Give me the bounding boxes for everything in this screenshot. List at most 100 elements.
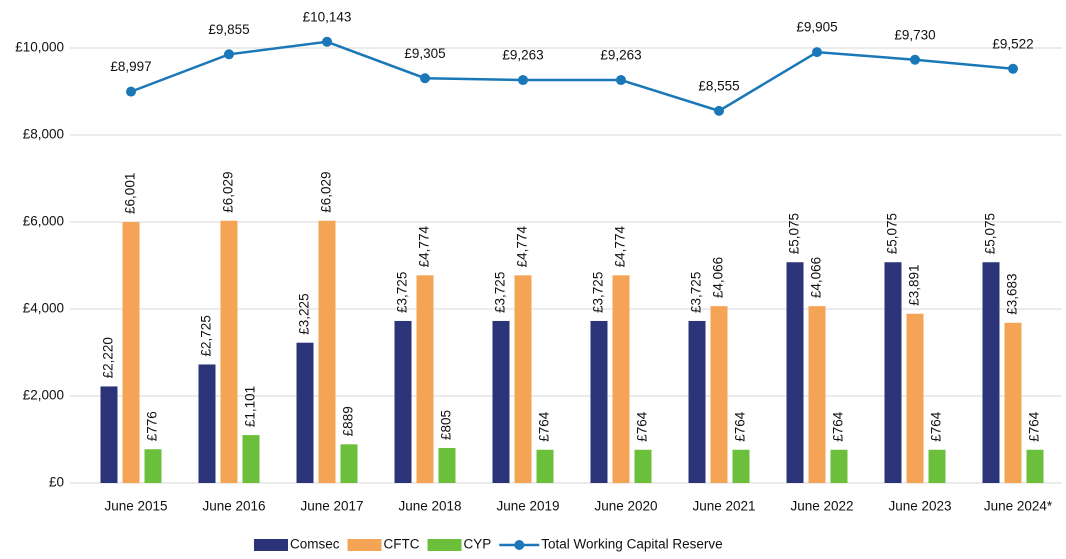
bar xyxy=(536,449,554,483)
bar xyxy=(830,449,848,483)
legend-label: CFTC xyxy=(384,537,420,552)
bar xyxy=(786,262,804,483)
data-label: £3,891 xyxy=(907,264,922,305)
bar xyxy=(394,320,412,483)
line-point xyxy=(1008,63,1018,74)
data-label: £9,263 xyxy=(502,48,543,63)
x-tick-label: June 2019 xyxy=(496,499,559,514)
line-point xyxy=(420,73,430,84)
x-tick-label: June 2023 xyxy=(888,499,951,514)
data-label: £8,997 xyxy=(110,59,151,74)
bar xyxy=(688,320,706,483)
data-label: £1,101 xyxy=(243,386,258,427)
x-tick-label: June 2024* xyxy=(984,499,1053,514)
bar xyxy=(318,220,336,483)
data-label: £4,066 xyxy=(711,257,726,298)
bar xyxy=(492,320,510,483)
bar xyxy=(1026,449,1044,483)
line-point xyxy=(126,86,136,97)
data-label: £4,774 xyxy=(417,226,432,268)
bar xyxy=(884,262,902,483)
bar xyxy=(1004,322,1022,483)
data-label: £764 xyxy=(537,411,552,442)
y-tick-label: £0 xyxy=(49,475,64,490)
data-label: £8,555 xyxy=(698,78,739,93)
data-label: £9,263 xyxy=(600,48,641,63)
data-label: £9,522 xyxy=(992,36,1033,51)
data-label: £764 xyxy=(635,411,650,442)
bar xyxy=(612,275,630,483)
x-tick-label: June 2022 xyxy=(790,499,853,514)
bar xyxy=(100,386,118,483)
line xyxy=(130,40,1014,113)
data-label: £6,001 xyxy=(123,173,138,214)
bar xyxy=(416,275,434,483)
data-label: £9,305 xyxy=(404,46,445,61)
data-label: £5,075 xyxy=(983,213,998,254)
data-label: £2,725 xyxy=(199,315,214,356)
y-tick-label: £4,000 xyxy=(23,301,64,316)
data-label: £6,029 xyxy=(319,171,334,212)
legend-swatch xyxy=(347,539,382,551)
bar xyxy=(982,262,1000,483)
bar xyxy=(438,447,456,483)
data-label: £3,725 xyxy=(395,272,410,313)
bar xyxy=(340,444,358,483)
data-label: £3,225 xyxy=(297,293,312,334)
data-label: £4,774 xyxy=(613,226,628,268)
x-tick-label: June 2018 xyxy=(398,499,461,514)
data-label: £3,725 xyxy=(591,272,606,313)
bar xyxy=(732,449,750,483)
legend-swatch xyxy=(514,540,525,550)
x-tick-label: June 2021 xyxy=(692,499,755,514)
data-label: £2,220 xyxy=(101,337,116,378)
data-label: £805 xyxy=(439,410,454,440)
bar xyxy=(144,449,162,483)
x-tick-label: June 2020 xyxy=(594,499,657,514)
data-label: £3,683 xyxy=(1005,273,1020,314)
bar xyxy=(220,220,238,483)
bar xyxy=(808,306,826,483)
line-point xyxy=(910,54,920,65)
y-tick-label: £8,000 xyxy=(23,127,64,142)
bar xyxy=(514,275,532,483)
line-point xyxy=(518,75,528,86)
data-label: £764 xyxy=(733,411,748,442)
line-point xyxy=(812,47,822,58)
bar xyxy=(710,306,728,483)
x-tick-label: June 2015 xyxy=(104,499,167,514)
line-point xyxy=(616,75,626,86)
data-label: £5,075 xyxy=(787,213,802,254)
legend-label: Comsec xyxy=(290,537,340,552)
data-label: £10,143 xyxy=(303,9,352,24)
y-tick-label: £2,000 xyxy=(23,388,64,403)
line-point xyxy=(714,105,724,116)
data-label: £889 xyxy=(341,406,356,436)
legend-swatch xyxy=(427,539,462,551)
bar xyxy=(634,449,652,483)
legend-swatch xyxy=(254,539,288,551)
y-tick-label: £10,000 xyxy=(15,40,64,55)
data-label: £6,029 xyxy=(221,171,236,212)
bar xyxy=(296,342,314,483)
data-label: £3,725 xyxy=(493,272,508,313)
bar xyxy=(928,449,946,483)
data-label: £9,905 xyxy=(796,20,837,35)
bar xyxy=(590,320,608,483)
data-label: £764 xyxy=(929,411,944,442)
x-tick-label: June 2016 xyxy=(202,499,265,514)
data-label: £4,066 xyxy=(809,257,824,298)
data-label: £764 xyxy=(1027,411,1042,442)
line-point xyxy=(224,49,234,60)
data-label: £4,774 xyxy=(515,226,530,268)
x-tick-label: June 2017 xyxy=(300,499,363,514)
data-label: £9,855 xyxy=(208,22,249,37)
data-label: £5,075 xyxy=(885,213,900,254)
y-tick-label: £6,000 xyxy=(23,214,64,229)
legend-label: Total Working Capital Reserve xyxy=(541,537,722,552)
data-label: £764 xyxy=(831,411,846,442)
legend-label: CYP xyxy=(464,537,492,552)
data-label: £9,730 xyxy=(894,27,935,42)
bar xyxy=(906,313,924,483)
